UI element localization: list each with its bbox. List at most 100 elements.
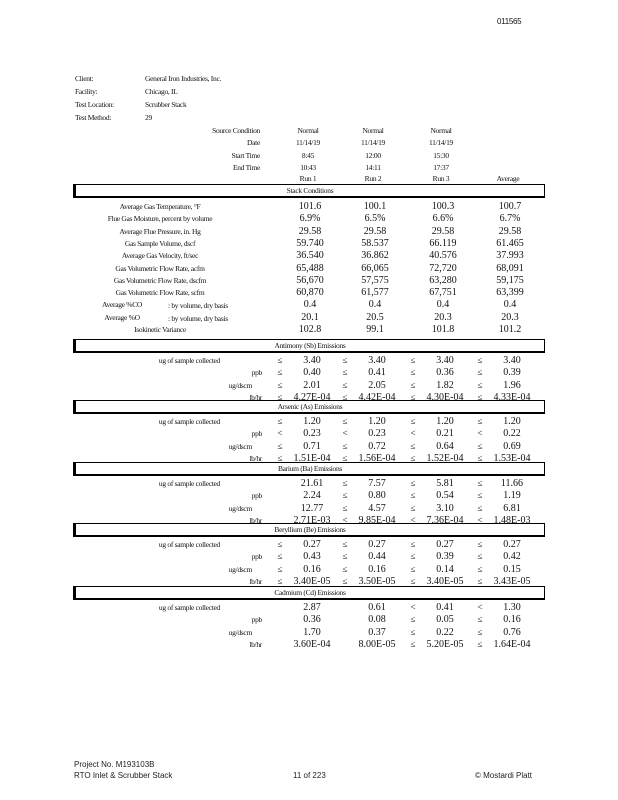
qualifier-symbol: ≤ [410, 638, 416, 649]
emission-row-label: ug of sample collected [158, 417, 220, 426]
qualifier-symbol: ≤ [410, 551, 416, 562]
run-info-value: 12:00 [365, 150, 381, 160]
emission-row-label: ug of sample collected [158, 603, 220, 612]
qualifier-symbol: ≤ [477, 575, 483, 586]
stack-value: 20.3 [434, 311, 452, 323]
run-info-value: 10:43 [300, 162, 316, 172]
emission-value: 1.64E-04 [493, 638, 531, 650]
stack-value: 20.3 [501, 311, 519, 323]
qualifier-symbol: ≤ [277, 575, 283, 586]
qualifier-symbol: ≤ [410, 416, 416, 426]
qualifier-symbol: ≤ [410, 391, 416, 402]
stack-value: 40.576 [429, 250, 457, 262]
qualifier-symbol: ≤ [342, 478, 348, 488]
stack-value: 59,175 [496, 274, 524, 286]
run-info-label: Source Condition [212, 126, 260, 135]
stack-row-note: : by volume, dry basis [168, 301, 228, 311]
stack-row-label: Average %CO [101, 300, 143, 310]
info-value: Scrubber Stack [145, 100, 187, 109]
info-label: Test Method: [75, 113, 112, 122]
run-info-value: 8:45 [301, 150, 315, 160]
stack-value: 56,670 [296, 274, 324, 286]
emission-value: 7.36E-04 [426, 514, 464, 526]
qualifier-symbol: < [477, 428, 483, 439]
emission-value: 1.56E-04 [358, 452, 396, 464]
qualifier-symbol: ≤ [410, 440, 416, 451]
stack-value: 100.3 [431, 201, 455, 212]
emission-value: 9.85E-04 [358, 514, 396, 526]
qualifier-symbol: ≤ [410, 575, 416, 586]
qualifier-symbol: ≤ [342, 502, 348, 513]
stack-value: 6.9% [299, 213, 321, 225]
qualifier-symbol: ≤ [410, 539, 416, 549]
emission-value: 1.48E-03 [493, 514, 531, 526]
emission-value: 1.20 [368, 416, 386, 427]
qualifier-symbol: ≤ [342, 452, 348, 463]
emission-value: 5.81 [436, 478, 454, 489]
emission-value: 8.00E-05 [358, 638, 396, 650]
emission-value: 0.27 [368, 539, 386, 550]
qualifier-symbol: ≤ [410, 367, 416, 378]
section-header: Arsenic (As) Emissions [73, 400, 545, 414]
qualifier-symbol: ≤ [477, 551, 483, 562]
emission-value: 0.36 [303, 614, 321, 626]
emission-value: 0.27 [436, 539, 454, 550]
emission-value: 2.05 [368, 379, 386, 391]
emission-value: 4.30E-04 [426, 391, 464, 403]
emission-value: 2.87 [303, 602, 321, 613]
footer-project: Project No. M193103B [74, 760, 155, 769]
stack-row-label: Gas Volumetric Flow Rate, scfm [115, 288, 205, 298]
stack-value: 58.537 [361, 237, 389, 249]
section-header: Barium (Ba) Emissions [73, 462, 545, 476]
qualifier-symbol: ≤ [477, 539, 483, 549]
run-info-value: 11/14/19 [361, 138, 385, 148]
info-label: Client: [75, 74, 94, 83]
stack-value: 37.993 [496, 250, 524, 262]
qualifier-symbol: < [342, 428, 348, 439]
qualifier-symbol: ≤ [477, 626, 483, 637]
stack-value: 29.58 [363, 225, 387, 237]
column-header: Average [496, 174, 520, 183]
qualifier-symbol: ≤ [410, 452, 416, 463]
stack-value: 29.58 [498, 225, 522, 237]
emission-value: 1.20 [503, 416, 521, 427]
emission-row-label: ppb [251, 429, 263, 439]
qualifier-symbol: < [277, 428, 283, 439]
emission-value: 1.30 [503, 602, 521, 613]
qualifier-symbol: ≤ [342, 490, 348, 501]
emission-value: 0.27 [503, 539, 521, 550]
emission-value: 5.20E-05 [426, 638, 464, 650]
stack-value: 29.58 [298, 225, 322, 237]
emission-value: 3.43E-05 [493, 575, 531, 587]
emission-value: 0.69 [503, 440, 521, 452]
stack-value: 6.7% [499, 213, 521, 225]
emission-value: 0.39 [436, 551, 454, 563]
info-value: General Iron Industries, Inc. [145, 74, 222, 83]
emission-value: 3.50E-05 [358, 575, 396, 587]
emission-value: 3.40E-05 [426, 575, 464, 587]
stack-value: 100.1 [363, 201, 387, 212]
qualifier-symbol: ≤ [342, 367, 348, 378]
stack-row-label: Average Gas Velocity, ft/sec [121, 251, 199, 261]
emission-value: 0.44 [368, 551, 386, 563]
stack-value: 36.862 [361, 250, 389, 262]
emission-value: 11.66 [500, 478, 524, 489]
stack-value: 6.6% [432, 213, 454, 225]
emission-row-label: ppb [251, 368, 263, 378]
emission-value: 0.71 [303, 440, 321, 452]
qualifier-symbol: < [477, 514, 483, 525]
emission-value: 1.19 [503, 490, 521, 502]
stack-value: 101.2 [498, 324, 522, 335]
emission-value: 21.61 [300, 478, 324, 489]
qualifier-symbol: < [342, 514, 348, 525]
emission-value: 0.41 [436, 602, 454, 613]
emission-row-label: ppb [251, 552, 263, 562]
emission-value: 1.96 [503, 379, 521, 391]
qualifier-symbol: ≤ [342, 563, 348, 574]
stack-value: 101.6 [298, 201, 322, 212]
emission-row-label: ppb [251, 491, 263, 501]
emission-row-label: lb/hr [249, 453, 262, 463]
stack-value: 59.740 [296, 237, 324, 249]
qualifier-symbol: ≤ [477, 416, 483, 426]
